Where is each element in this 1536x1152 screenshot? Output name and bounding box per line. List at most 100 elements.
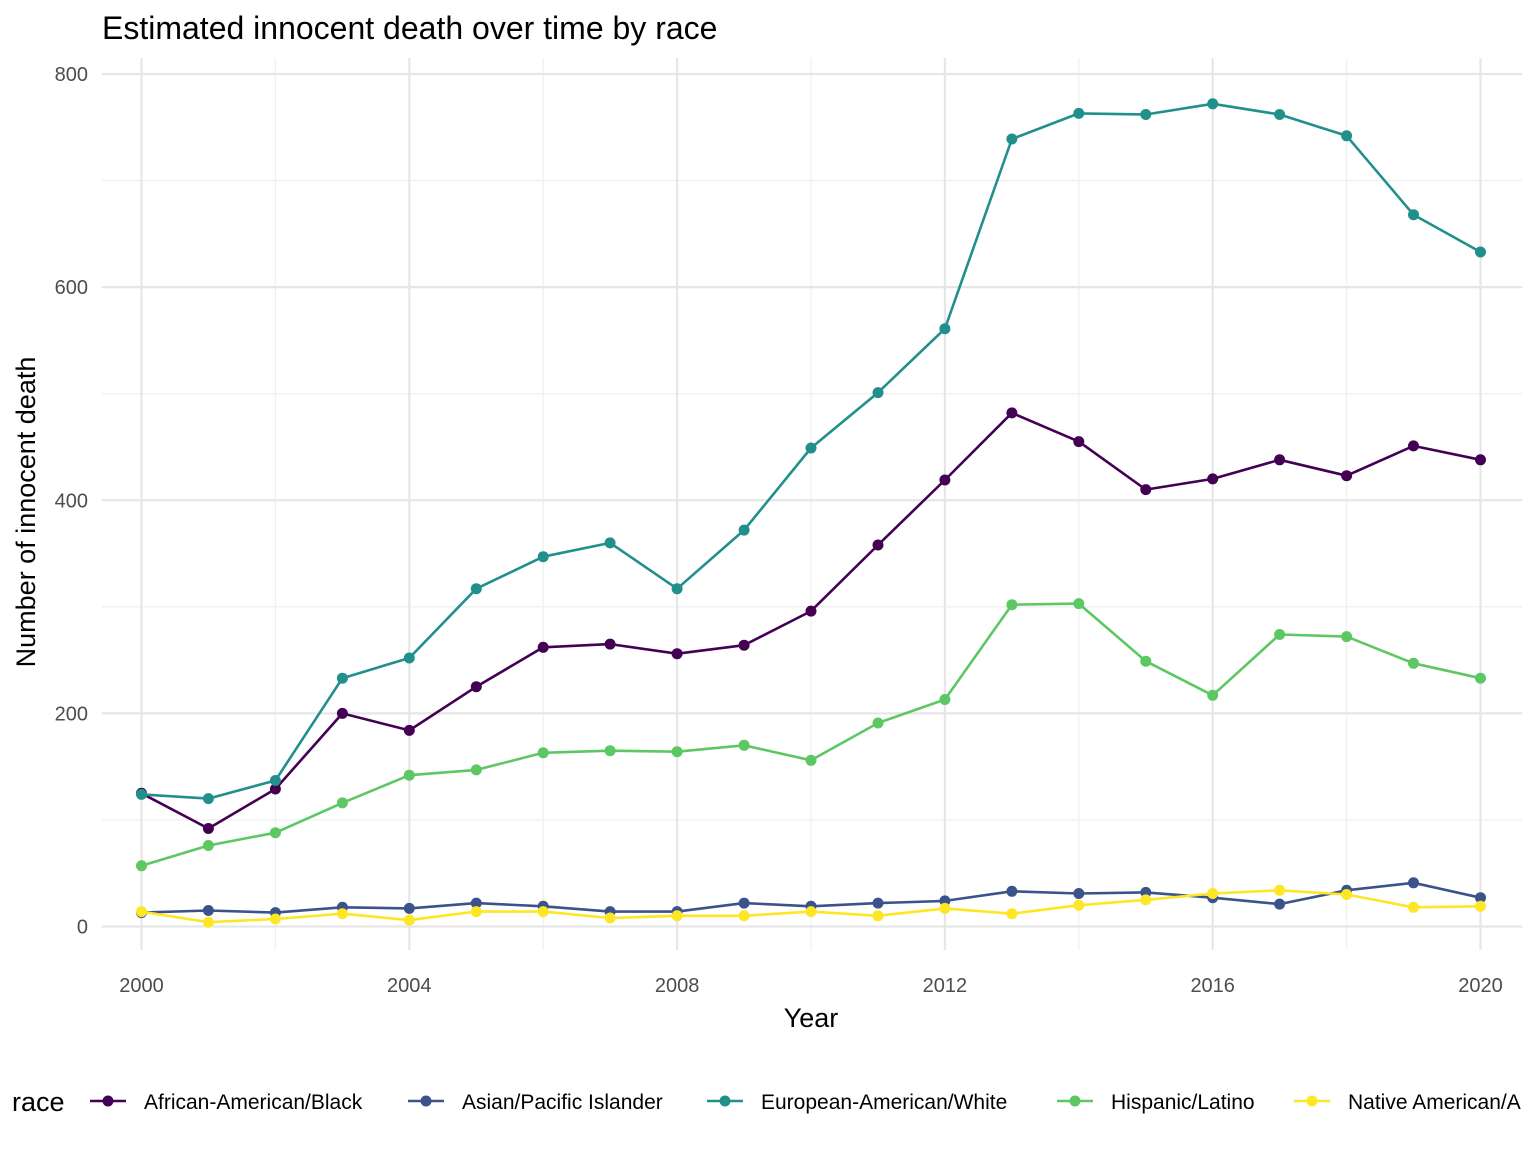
y-tick-label: 0 bbox=[77, 917, 88, 939]
data-point bbox=[537, 641, 549, 653]
y-tick-label: 800 bbox=[55, 64, 88, 86]
data-point bbox=[671, 583, 683, 595]
data-point bbox=[136, 906, 147, 918]
data-point bbox=[1140, 109, 1152, 120]
data-point bbox=[1341, 631, 1353, 643]
legend-label: Asian/Pacific Islander bbox=[462, 1091, 663, 1114]
legend-key-point bbox=[1306, 1095, 1318, 1107]
legend-label: European-American/White bbox=[761, 1091, 1007, 1114]
data-point bbox=[403, 914, 415, 926]
chart-title: Estimated innocent death over time by ra… bbox=[102, 10, 717, 46]
data-point bbox=[805, 906, 817, 918]
y-axis-ticks: 0 200 400 600 800 bbox=[55, 64, 88, 939]
x-tick-label: 2004 bbox=[387, 975, 432, 997]
data-point bbox=[1207, 98, 1219, 110]
data-point bbox=[136, 788, 147, 800]
y-axis-title: Number of innocent death bbox=[11, 357, 41, 668]
data-point bbox=[1140, 894, 1152, 906]
data-point bbox=[1140, 484, 1152, 496]
x-axis-title: Year bbox=[784, 1003, 839, 1033]
legend-key-point bbox=[1069, 1095, 1081, 1107]
data-point bbox=[537, 906, 549, 918]
legend: African-American/Black Asian/Pacific Isla… bbox=[90, 1091, 1521, 1114]
data-point bbox=[1408, 209, 1419, 221]
data-point bbox=[1073, 107, 1085, 119]
data-point bbox=[738, 897, 750, 909]
data-point bbox=[336, 672, 348, 684]
data-point bbox=[470, 897, 482, 909]
data-point bbox=[1006, 133, 1018, 145]
data-point bbox=[1341, 889, 1353, 900]
data-point bbox=[336, 908, 348, 920]
data-point bbox=[604, 745, 616, 757]
legend-key-point bbox=[719, 1095, 731, 1107]
x-tick-label: 2000 bbox=[119, 975, 164, 997]
data-point bbox=[336, 707, 348, 719]
data-point bbox=[1207, 689, 1219, 701]
data-point bbox=[136, 860, 147, 872]
series-layer bbox=[136, 98, 1486, 928]
y-tick-label: 600 bbox=[55, 277, 88, 299]
data-point bbox=[470, 583, 482, 595]
data-point bbox=[1475, 672, 1486, 684]
series-native-american-a bbox=[136, 884, 1486, 928]
x-tick-label: 2016 bbox=[1190, 975, 1235, 997]
data-point bbox=[939, 323, 951, 335]
series-hispanic-latino bbox=[136, 598, 1486, 872]
legend-item: European-American/White bbox=[707, 1091, 1007, 1114]
data-point bbox=[269, 827, 281, 839]
legend-item: Hispanic/Latino bbox=[1057, 1091, 1255, 1114]
data-point bbox=[671, 746, 683, 758]
data-point bbox=[202, 916, 214, 928]
data-point bbox=[1341, 470, 1353, 482]
data-point bbox=[939, 474, 951, 486]
data-point bbox=[1073, 436, 1085, 448]
data-point bbox=[1475, 246, 1486, 258]
data-point bbox=[269, 783, 281, 795]
data-point bbox=[1006, 407, 1018, 419]
x-tick-label: 2020 bbox=[1458, 975, 1503, 997]
data-point bbox=[1274, 898, 1286, 910]
data-point bbox=[1073, 598, 1085, 610]
data-point bbox=[805, 754, 817, 766]
series-african-american-black bbox=[136, 407, 1486, 834]
data-point bbox=[1274, 629, 1286, 640]
y-tick-label: 200 bbox=[55, 703, 88, 725]
data-point bbox=[872, 717, 884, 729]
data-point bbox=[738, 910, 750, 922]
data-point bbox=[1274, 884, 1286, 896]
data-point bbox=[604, 638, 616, 650]
series-european-american-white bbox=[136, 98, 1486, 805]
data-point bbox=[872, 387, 884, 399]
data-point bbox=[1073, 899, 1085, 911]
data-point bbox=[1341, 130, 1353, 142]
legend-item: African-American/Black bbox=[90, 1091, 363, 1114]
data-point bbox=[1006, 599, 1018, 611]
data-point bbox=[805, 605, 817, 617]
data-point bbox=[604, 912, 616, 924]
data-point bbox=[939, 694, 951, 705]
data-point bbox=[1475, 454, 1486, 466]
x-tick-label: 2012 bbox=[923, 975, 968, 997]
y-tick-label: 400 bbox=[55, 490, 88, 512]
data-point bbox=[1207, 473, 1219, 485]
legend-item: Asian/Pacific Islander bbox=[408, 1091, 663, 1114]
data-point bbox=[470, 906, 482, 918]
data-point bbox=[403, 902, 415, 914]
data-point bbox=[671, 910, 683, 922]
data-point bbox=[470, 764, 482, 776]
data-point bbox=[738, 524, 750, 536]
data-point bbox=[269, 775, 281, 786]
data-point bbox=[872, 897, 884, 909]
data-point bbox=[202, 823, 214, 834]
data-point bbox=[269, 913, 281, 925]
data-point bbox=[1408, 877, 1419, 889]
data-point bbox=[202, 840, 214, 851]
data-point bbox=[1408, 901, 1419, 913]
data-point bbox=[1475, 900, 1486, 912]
data-point bbox=[1006, 908, 1018, 920]
data-point bbox=[939, 902, 951, 914]
x-axis-ticks: 2000 2004 2008 2012 2016 2020 bbox=[119, 975, 1503, 997]
data-point bbox=[1274, 454, 1286, 466]
